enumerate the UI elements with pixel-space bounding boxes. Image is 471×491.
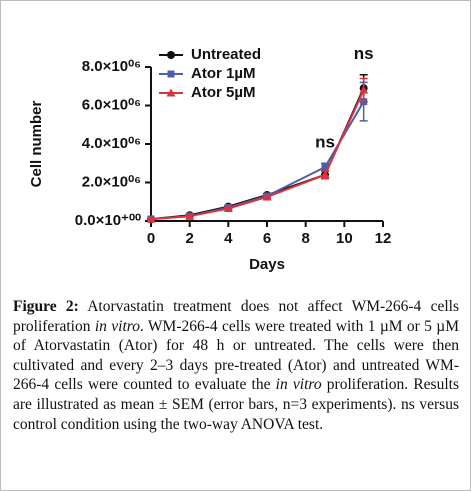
- marker: [166, 88, 176, 97]
- legend-label: Ator 5µM: [191, 84, 255, 101]
- chart: Cell number Days 0.0×10⁺⁰⁰ 2.0×10⁰⁶ 4.0×10…: [28, 44, 392, 273]
- x-tick-label: 0: [147, 230, 155, 247]
- x-axis-label: Days: [249, 256, 285, 273]
- y-tick-label: 8.0×10⁰⁶: [82, 58, 141, 75]
- x-tick-label: 12: [375, 230, 392, 247]
- caption-segment: Atorvastatin treatment does not affect W…: [13, 298, 459, 335]
- caption: Figure 2: Atorvastatin treatment does no…: [13, 297, 459, 434]
- caption-text: Atorvastatin treatment does not affect W…: [13, 298, 459, 433]
- y-tick-label: 4.0×10⁰⁶: [82, 135, 141, 152]
- x-tick-label: 2: [185, 230, 193, 247]
- marker: [321, 163, 329, 171]
- y-tick-label: 2.0×10⁰⁶: [82, 173, 141, 190]
- x-tick-label: 10: [336, 230, 353, 247]
- legend-label: Ator 1µM: [191, 65, 255, 82]
- annotation: ns: [354, 44, 374, 63]
- legend-label: Untreated: [191, 46, 261, 63]
- marker: [146, 214, 156, 223]
- caption-segment: . WM-266-4 cells were treated with 1 µM …: [13, 317, 459, 394]
- x-tick-label: 8: [301, 230, 309, 247]
- marker: [185, 211, 195, 220]
- caption-segment: in vitro: [275, 376, 322, 394]
- y-tick-label: 0.0×10⁺⁰⁰: [75, 212, 141, 229]
- marker: [223, 203, 233, 212]
- series-line: [150, 89, 365, 221]
- marker: [262, 192, 272, 201]
- marker: [359, 85, 369, 94]
- marker: [167, 51, 175, 59]
- annotation: ns: [315, 133, 335, 152]
- x-tick-label: 6: [263, 230, 271, 247]
- caption-label: Figure 2:: [13, 298, 79, 315]
- marker: [167, 70, 175, 78]
- series: [146, 77, 369, 223]
- caption-segment: proliferation. Results are illustrated a…: [13, 376, 459, 433]
- caption-segment: in vitro: [94, 317, 140, 335]
- marker: [320, 170, 330, 179]
- x-tick-label: 4: [224, 230, 233, 247]
- y-axis-label: Cell number: [28, 100, 45, 187]
- y-tick-label: 6.0×10⁰⁶: [82, 96, 141, 113]
